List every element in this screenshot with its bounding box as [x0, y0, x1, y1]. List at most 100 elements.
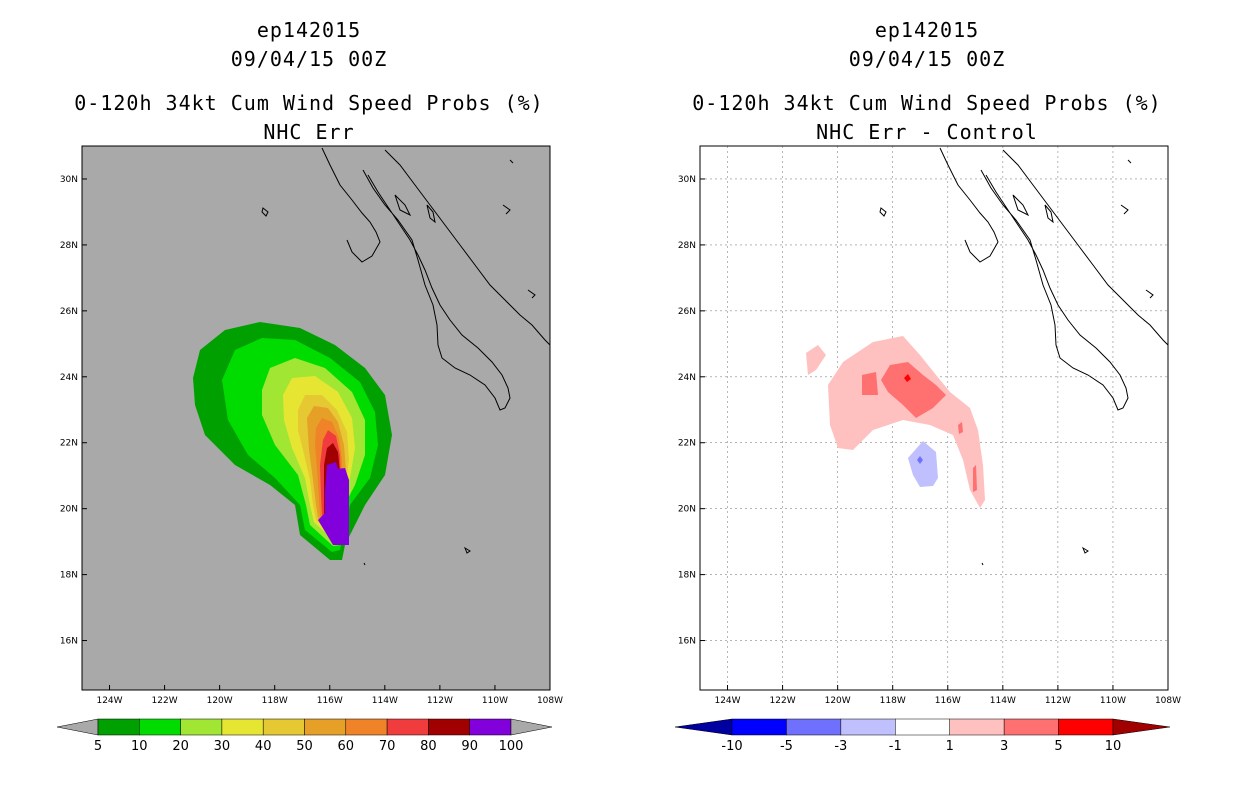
left-colorbar-box	[428, 718, 470, 736]
left-colorbar-label: 50	[296, 739, 313, 754]
left-colorbar-box	[221, 718, 264, 736]
left-colorbar-label: 60	[338, 739, 355, 754]
left-colorbar-upper-arrow	[510, 718, 553, 736]
right-lat-label: 26N	[678, 307, 696, 317]
diff-contour-plus5	[904, 374, 911, 382]
right-lon-label: 112W	[1045, 696, 1071, 706]
left-subtitle: NHC Err	[263, 120, 355, 144]
left-colorbar: 5 10 20 30 40 50 60 70 80 90 100	[56, 718, 553, 754]
right-colorbar-box	[895, 718, 950, 736]
left-lat-label: 26N	[60, 307, 78, 317]
right-lat-label: 24N	[678, 373, 696, 383]
left-colorbar-box	[345, 718, 388, 736]
right-colorbar: -10 -5 -3 -1 1 3 5 10	[674, 718, 1171, 754]
left-colorbar-boxes	[97, 718, 512, 736]
right-lat-label: 30N	[678, 175, 696, 185]
right-difference-contours	[806, 336, 985, 508]
diff-contour-plus3-a	[862, 372, 878, 395]
left-lon-label: 116W	[317, 696, 343, 706]
right-colorbar-box	[949, 718, 1005, 736]
right-colorbar-box	[786, 718, 842, 736]
diff-contour-plus3-b	[881, 362, 946, 418]
right-lon-label: 108W	[1155, 696, 1181, 706]
right-colorbar-label: 3	[1000, 739, 1008, 754]
left-lat-label: 18N	[60, 571, 78, 581]
right-colorbar-box	[840, 718, 896, 736]
left-colorbar-label: 20	[172, 739, 189, 754]
diff-contour-plus1-a	[806, 345, 826, 375]
left-lat-labels: 30N 28N 26N 24N 22N 20N 18N 16N	[60, 175, 78, 647]
left-colorbar-label: 10	[131, 739, 148, 754]
right-colorbar-labels: -10 -5 -3 -1 1 3 5 10	[721, 739, 1121, 754]
right-colorbar-label: -3	[834, 739, 847, 754]
left-colorbar-label: 30	[214, 739, 231, 754]
right-product-title: 0-120h 34kt Cum Wind Speed Probs (%)	[692, 91, 1162, 115]
left-colorbar-label: 90	[461, 739, 478, 754]
right-colorbar-label: 5	[1054, 739, 1062, 754]
left-lon-label: 114W	[372, 696, 398, 706]
left-datetime: 09/04/15 00Z	[230, 47, 388, 71]
left-panel: ep142015 09/04/15 00Z 0-120h 34kt Cum Wi…	[56, 18, 563, 754]
right-colorbar-label: -10	[721, 739, 742, 754]
right-map-svg: 124W 122W 120W 118W 116W 114W 112W 110W 108W 30N…	[674, 145, 1181, 754]
right-lon-label: 118W	[880, 696, 906, 706]
left-storm-id: ep142015	[256, 18, 362, 42]
right-colorbar-label: 1	[946, 739, 954, 754]
diff-contour-plus3-d	[973, 465, 977, 492]
left-colorbar-label: 80	[420, 739, 437, 754]
left-lon-label: 118W	[262, 696, 288, 706]
left-map-frame	[81, 145, 551, 691]
right-lon-label: 122W	[770, 696, 796, 706]
left-lon-label: 122W	[152, 696, 178, 706]
left-colorbar-labels: 5 10 20 30 40 50 60 70 80 90 100	[94, 739, 524, 754]
left-lon-label: 120W	[207, 696, 233, 706]
left-lat-label: 30N	[60, 175, 78, 185]
left-colorbar-label: 5	[94, 739, 102, 754]
left-colorbar-box	[97, 718, 140, 736]
left-colorbar-box	[469, 718, 512, 736]
left-lon-labels: 124W 122W 120W 118W 116W 114W 112W 110W 108W	[96, 696, 563, 706]
left-colorbar-box	[262, 718, 305, 736]
right-lon-label: 120W	[825, 696, 851, 706]
left-lat-label: 24N	[60, 373, 78, 383]
right-colorbar-lower-arrow	[674, 718, 733, 736]
left-colorbar-box	[304, 718, 347, 736]
left-map-svg: 124W 122W 120W 118W 116W 114W 112W 110W 108W 30N…	[56, 145, 563, 754]
left-lat-label: 22N	[60, 439, 78, 449]
left-colorbar-label: 70	[379, 739, 396, 754]
right-lon-labels: 124W 122W 120W 118W 116W 114W 112W 110W 108W	[714, 696, 1181, 706]
right-colorbar-box	[1003, 718, 1059, 736]
left-lon-label: 110W	[482, 696, 508, 706]
right-colorbar-label: -5	[780, 739, 793, 754]
right-lat-label: 28N	[678, 241, 696, 251]
left-coastline	[261, 147, 551, 566]
right-lon-label: 116W	[935, 696, 961, 706]
right-lat-label: 22N	[678, 439, 696, 449]
right-lat-labels: 30N 28N 26N 24N 22N 20N 18N 16N	[678, 175, 696, 647]
left-lon-label: 108W	[537, 696, 563, 706]
right-colorbar-upper-arrow	[1112, 718, 1171, 736]
right-colorbar-box	[1058, 718, 1114, 736]
left-colorbar-box	[180, 718, 223, 736]
right-colorbar-boxes	[731, 718, 1114, 736]
left-lon-label: 112W	[427, 696, 453, 706]
right-colorbar-label: 10	[1105, 739, 1122, 754]
right-colorbar-label: -1	[889, 739, 902, 754]
right-datetime: 09/04/15 00Z	[848, 47, 1006, 71]
right-map-frame	[699, 145, 1169, 691]
right-lat-label: 16N	[678, 637, 696, 647]
diff-contour-minus3	[917, 456, 923, 464]
left-colorbar-lower-arrow	[56, 718, 99, 736]
left-colorbar-label: 40	[255, 739, 272, 754]
diff-contour-plus3-c	[958, 422, 963, 434]
right-lon-label: 124W	[714, 696, 740, 706]
right-lat-label: 18N	[678, 571, 696, 581]
left-lat-label: 20N	[60, 505, 78, 515]
right-panel: ep142015 09/04/15 00Z 0-120h 34kt Cum Wi…	[618, 0, 1236, 800]
left-lat-label: 28N	[60, 241, 78, 251]
right-colorbar-box	[731, 718, 787, 736]
right-storm-id: ep142015	[874, 18, 980, 42]
left-colorbar-box	[386, 718, 429, 736]
left-lon-label: 124W	[96, 696, 122, 706]
right-lon-label: 114W	[990, 696, 1016, 706]
